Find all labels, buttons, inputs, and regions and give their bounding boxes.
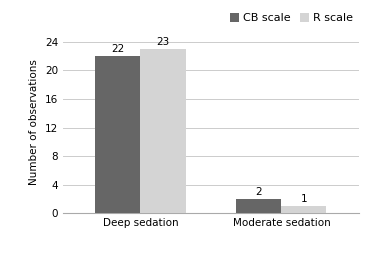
Y-axis label: Number of observations: Number of observations [29, 59, 39, 185]
Bar [236, 199, 281, 213]
Text: 23: 23 [157, 37, 169, 47]
Text: 2: 2 [256, 187, 262, 197]
Bar [281, 206, 326, 213]
Bar [95, 56, 141, 213]
Legend: CB scale, R scale: CB scale, R scale [230, 13, 353, 23]
Text: 22: 22 [111, 44, 124, 54]
Bar [141, 49, 185, 213]
Text: 1: 1 [300, 194, 307, 204]
